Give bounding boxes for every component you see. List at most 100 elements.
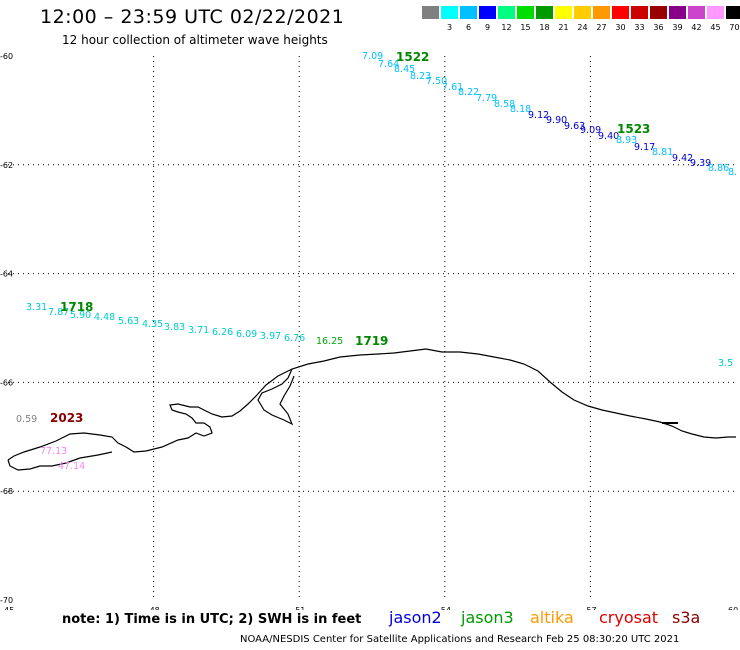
- wave-height-value: 9.09: [580, 125, 601, 136]
- wave-height-value: 9.40: [598, 131, 619, 142]
- altimeter-tracks: 7.097.648.458.237.507.618.227.798.588.18…: [16, 50, 737, 472]
- map-grid: [8, 56, 736, 600]
- map-title: 12:00 – 23:59 UTC 02/22/2021: [40, 6, 345, 28]
- legend-swatch: [688, 6, 705, 19]
- wave-height-value: 9.12: [528, 110, 549, 121]
- wave-height-value: 3.31: [26, 302, 47, 313]
- wave-height-value: 8.93: [616, 135, 637, 146]
- legend-swatch: [479, 6, 496, 19]
- legend-bin-label: 6: [465, 23, 472, 32]
- legend-swatch: [536, 6, 553, 19]
- pass-time-label: 1523: [617, 122, 650, 136]
- wave-height-value: 6.09: [236, 329, 257, 340]
- wave-height-value: 0.59: [16, 414, 37, 425]
- wave-height-value: 3.97: [260, 331, 281, 342]
- pass-time-label: 2023: [50, 411, 83, 425]
- longitude-label: 57: [586, 606, 596, 610]
- legend-bin-label: 21: [558, 23, 569, 32]
- legend-bin-label: 70: [729, 23, 740, 32]
- legend-bin-label: 42: [691, 23, 702, 32]
- wave-height-value: 7.50: [426, 76, 447, 87]
- wave-height-value: 4.48: [94, 312, 115, 323]
- wave-height-value: 6.26: [212, 327, 233, 338]
- wave-height-value: 8.86: [708, 163, 729, 174]
- latitude-label: -64: [0, 270, 13, 279]
- legend-swatch: [460, 6, 477, 19]
- satellite-name: jason3: [461, 608, 514, 627]
- legend-swatch: [707, 6, 724, 19]
- pass-time-label: 1718: [60, 300, 93, 314]
- longitude-label: 54: [441, 606, 451, 610]
- wave-height-value: 8.45: [394, 64, 415, 75]
- wave-height-value: 7.61: [442, 82, 463, 93]
- map-subtitle: 12 hour collection of altimeter wave hei…: [62, 33, 328, 47]
- satellite-name: altika: [530, 608, 574, 627]
- wave-height-value: 8.58: [494, 99, 515, 110]
- legend-bin-label: 27: [596, 23, 607, 32]
- legend-swatch: [574, 6, 591, 19]
- legend-bin-label: 39: [672, 23, 683, 32]
- legend-bin-label: 18: [539, 23, 550, 32]
- coastline-west: [7, 451, 113, 471]
- legend-swatch: [517, 6, 534, 19]
- wave-height-value: 7.79: [476, 93, 497, 104]
- coastline: [7, 348, 736, 461]
- map-axis-labels: 45 48 51 54 57 60 -60 -62 -64 -66 -68 -70: [0, 52, 738, 610]
- wave-height-value: 6.76: [284, 333, 305, 344]
- coastline-inlet: [257, 368, 295, 426]
- legend-bin-label: 9: [484, 23, 491, 32]
- wave-height-value: 8.22: [458, 87, 479, 98]
- wave-height-value: 8.18: [510, 104, 531, 115]
- satellite-name: s3a: [672, 608, 701, 627]
- wave-height-value: 5.63: [118, 316, 139, 327]
- wave-height-value: 3.5: [718, 358, 733, 369]
- longitude-label: 45: [4, 606, 14, 610]
- wave-height-value: 9.39: [690, 158, 711, 169]
- wave-height-value: 47.14: [58, 461, 85, 472]
- wave-height-value: 9.63: [564, 121, 585, 132]
- legend-swatch: [631, 6, 648, 19]
- legend-bin-label: 12: [501, 23, 512, 32]
- satellite-name: cryosat: [599, 608, 659, 627]
- legend-bin-label: 24: [577, 23, 588, 32]
- legend-bin-label: 3: [446, 23, 453, 32]
- longitude-label: 60: [728, 606, 738, 610]
- legend-swatch: [441, 6, 458, 19]
- legend-bin-label: 30: [615, 23, 626, 32]
- latitude-label: -70: [0, 596, 13, 605]
- latitude-label: -60: [0, 52, 13, 61]
- wave-height-value: 7.09: [362, 51, 383, 62]
- legend-swatch: [498, 6, 515, 19]
- wave-height-value: 9.42: [672, 153, 693, 164]
- wave-height-map: 454851545760-60-62-64-66-68-70 7.097.648…: [0, 50, 738, 610]
- pass-time-label: 1719: [355, 334, 388, 348]
- legend-bin-label: 45: [710, 23, 721, 32]
- footer-note: note: 1) Time is in UTC; 2) SWH is in fe…: [62, 612, 362, 627]
- latitude-label: -68: [0, 487, 13, 496]
- wave-height-value: 8.: [728, 167, 737, 178]
- wave-height-value: 16.25: [316, 336, 343, 347]
- latitude-label: -66: [0, 378, 13, 387]
- legend-swatch: [422, 6, 439, 19]
- legend-swatch: [650, 6, 667, 19]
- legend-swatch: [593, 6, 610, 19]
- wave-height-value: 5.90: [70, 310, 91, 321]
- legend-swatch: [555, 6, 572, 19]
- pass-time-label: 1522: [396, 50, 429, 64]
- legend-bin-label: 36: [653, 23, 664, 32]
- legend-swatch: [669, 6, 686, 19]
- wave-height-value: 4.35: [142, 319, 163, 330]
- wave-height-value: 7.64: [378, 59, 399, 70]
- wave-height-value: 8.23: [410, 71, 431, 82]
- wave-height-value: 7.87: [48, 307, 69, 318]
- wave-height-value: 77.13: [40, 446, 67, 457]
- longitude-label: 51: [295, 606, 305, 610]
- longitude-label: 48: [150, 606, 160, 610]
- latitude-label: -62: [0, 161, 13, 170]
- satellite-name: jason2: [389, 608, 442, 627]
- legend-swatch: [612, 6, 629, 19]
- legend-bin-label: 33: [634, 23, 645, 32]
- wave-height-value: 3.71: [188, 325, 209, 336]
- wave-height-value: 8.81: [652, 147, 673, 158]
- credit-line: NOAA/NESDIS Center for Satellite Applica…: [240, 634, 680, 645]
